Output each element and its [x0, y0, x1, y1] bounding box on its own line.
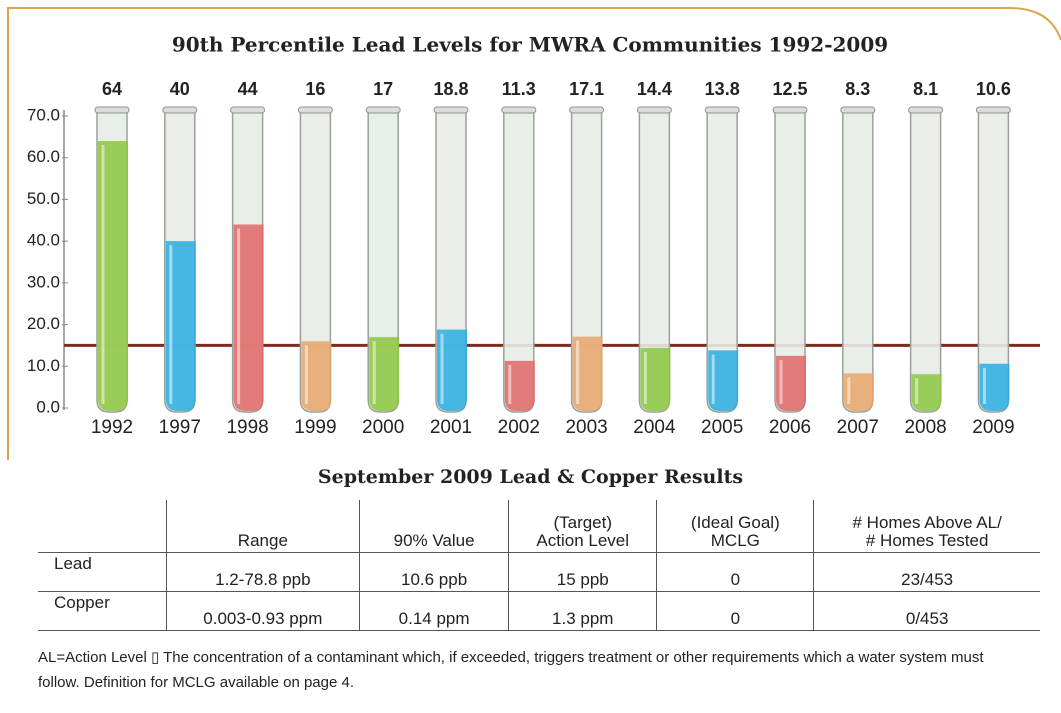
value-label: 17.1 [569, 79, 604, 99]
header-cell: (Target) Action Level [509, 500, 657, 553]
table-title: September 2009 Lead & Copper Results [0, 466, 1061, 488]
y-tick-label: 10.0 [27, 356, 60, 375]
x-tick-label: 2006 [769, 417, 811, 438]
x-tick-label: 1997 [159, 417, 201, 438]
table-cell: 0.003-0.93 ppm [166, 592, 359, 631]
y-tick-label: 40.0 [27, 231, 60, 250]
x-tick-label: 2007 [837, 417, 879, 438]
y-tick-label: 30.0 [27, 272, 60, 291]
tube-rim [366, 107, 400, 113]
value-label: 14.4 [637, 79, 672, 99]
footnote: AL=Action Level ▯ The concentration of a… [38, 645, 1028, 695]
table-cell: 1.2-78.8 ppb [166, 553, 359, 592]
tube-rim [570, 107, 604, 113]
header-cell: # Homes Above AL/ # Homes Tested [814, 500, 1040, 553]
tube-rim [95, 107, 129, 113]
y-tick-label: 20.0 [27, 314, 60, 333]
header-cell: 90% Value [360, 500, 509, 553]
tube-rim [841, 107, 875, 113]
value-label: 18.8 [433, 79, 468, 99]
tube-rim [705, 107, 739, 113]
table-cell: 0.14 ppm [360, 592, 509, 631]
page: 90th Percentile Lead Levels for MWRA Com… [0, 0, 1061, 713]
tube-glass [911, 110, 941, 412]
table-cell: 0/453 [814, 592, 1040, 631]
tube-rim [976, 107, 1010, 113]
table-cell: 1.3 ppm [509, 592, 657, 631]
value-label: 16 [305, 79, 325, 99]
y-tick-label: 70.0 [27, 105, 60, 124]
tube-rim [773, 107, 807, 113]
value-label: 64 [102, 79, 122, 99]
x-tick-label: 1992 [91, 417, 133, 438]
value-label: 8.3 [845, 79, 870, 99]
value-label: 8.1 [913, 79, 938, 99]
header-cell: (Ideal Goal) MCLG [657, 500, 814, 553]
chart-title: 90th Percentile Lead Levels for MWRA Com… [172, 33, 888, 57]
chart: 90th Percentile Lead Levels for MWRA Com… [0, 0, 1061, 460]
table-cell: 0 [657, 592, 814, 631]
value-label: 11.3 [502, 79, 536, 99]
tube-rim [298, 107, 332, 113]
x-tick-label: 2001 [430, 417, 472, 438]
tube-glass [843, 110, 873, 412]
table-cell: 10.6 ppb [360, 553, 509, 592]
x-tick-label: 2003 [565, 417, 607, 438]
tube-rim [909, 107, 943, 113]
value-label: 17 [373, 79, 393, 99]
table-cell: 15 ppb [509, 553, 657, 592]
row-header: Copper [38, 592, 166, 631]
x-tick-label: 1999 [294, 417, 336, 438]
row-header: Lead [38, 553, 166, 592]
x-tick-label: 2005 [701, 417, 743, 438]
y-tick-label: 50.0 [27, 189, 60, 208]
x-tick-label: 2002 [498, 417, 540, 438]
x-tick-label: 1998 [226, 417, 268, 438]
y-tick-label: 0.0 [36, 397, 60, 416]
value-label: 12.5 [772, 79, 807, 99]
tube-rim [502, 107, 536, 113]
tube-rim [637, 107, 671, 113]
header-cell: Range [166, 500, 359, 553]
table-cell: 23/453 [814, 553, 1040, 592]
value-label: 44 [238, 79, 258, 99]
x-tick-label: 2008 [904, 417, 946, 438]
x-tick-label: 2000 [362, 417, 404, 438]
tube-rim [231, 107, 265, 113]
value-label: 10.6 [976, 79, 1011, 99]
table-cell: 0 [657, 553, 814, 592]
tube-rim [434, 107, 468, 113]
x-tick-label: 2004 [633, 417, 676, 438]
tube-rim [163, 107, 197, 113]
value-label: 13.8 [705, 79, 740, 99]
y-tick-label: 60.0 [27, 147, 60, 166]
value-label: 40 [170, 79, 190, 99]
x-tick-label: 2009 [972, 417, 1014, 438]
corner-cell [38, 500, 166, 553]
